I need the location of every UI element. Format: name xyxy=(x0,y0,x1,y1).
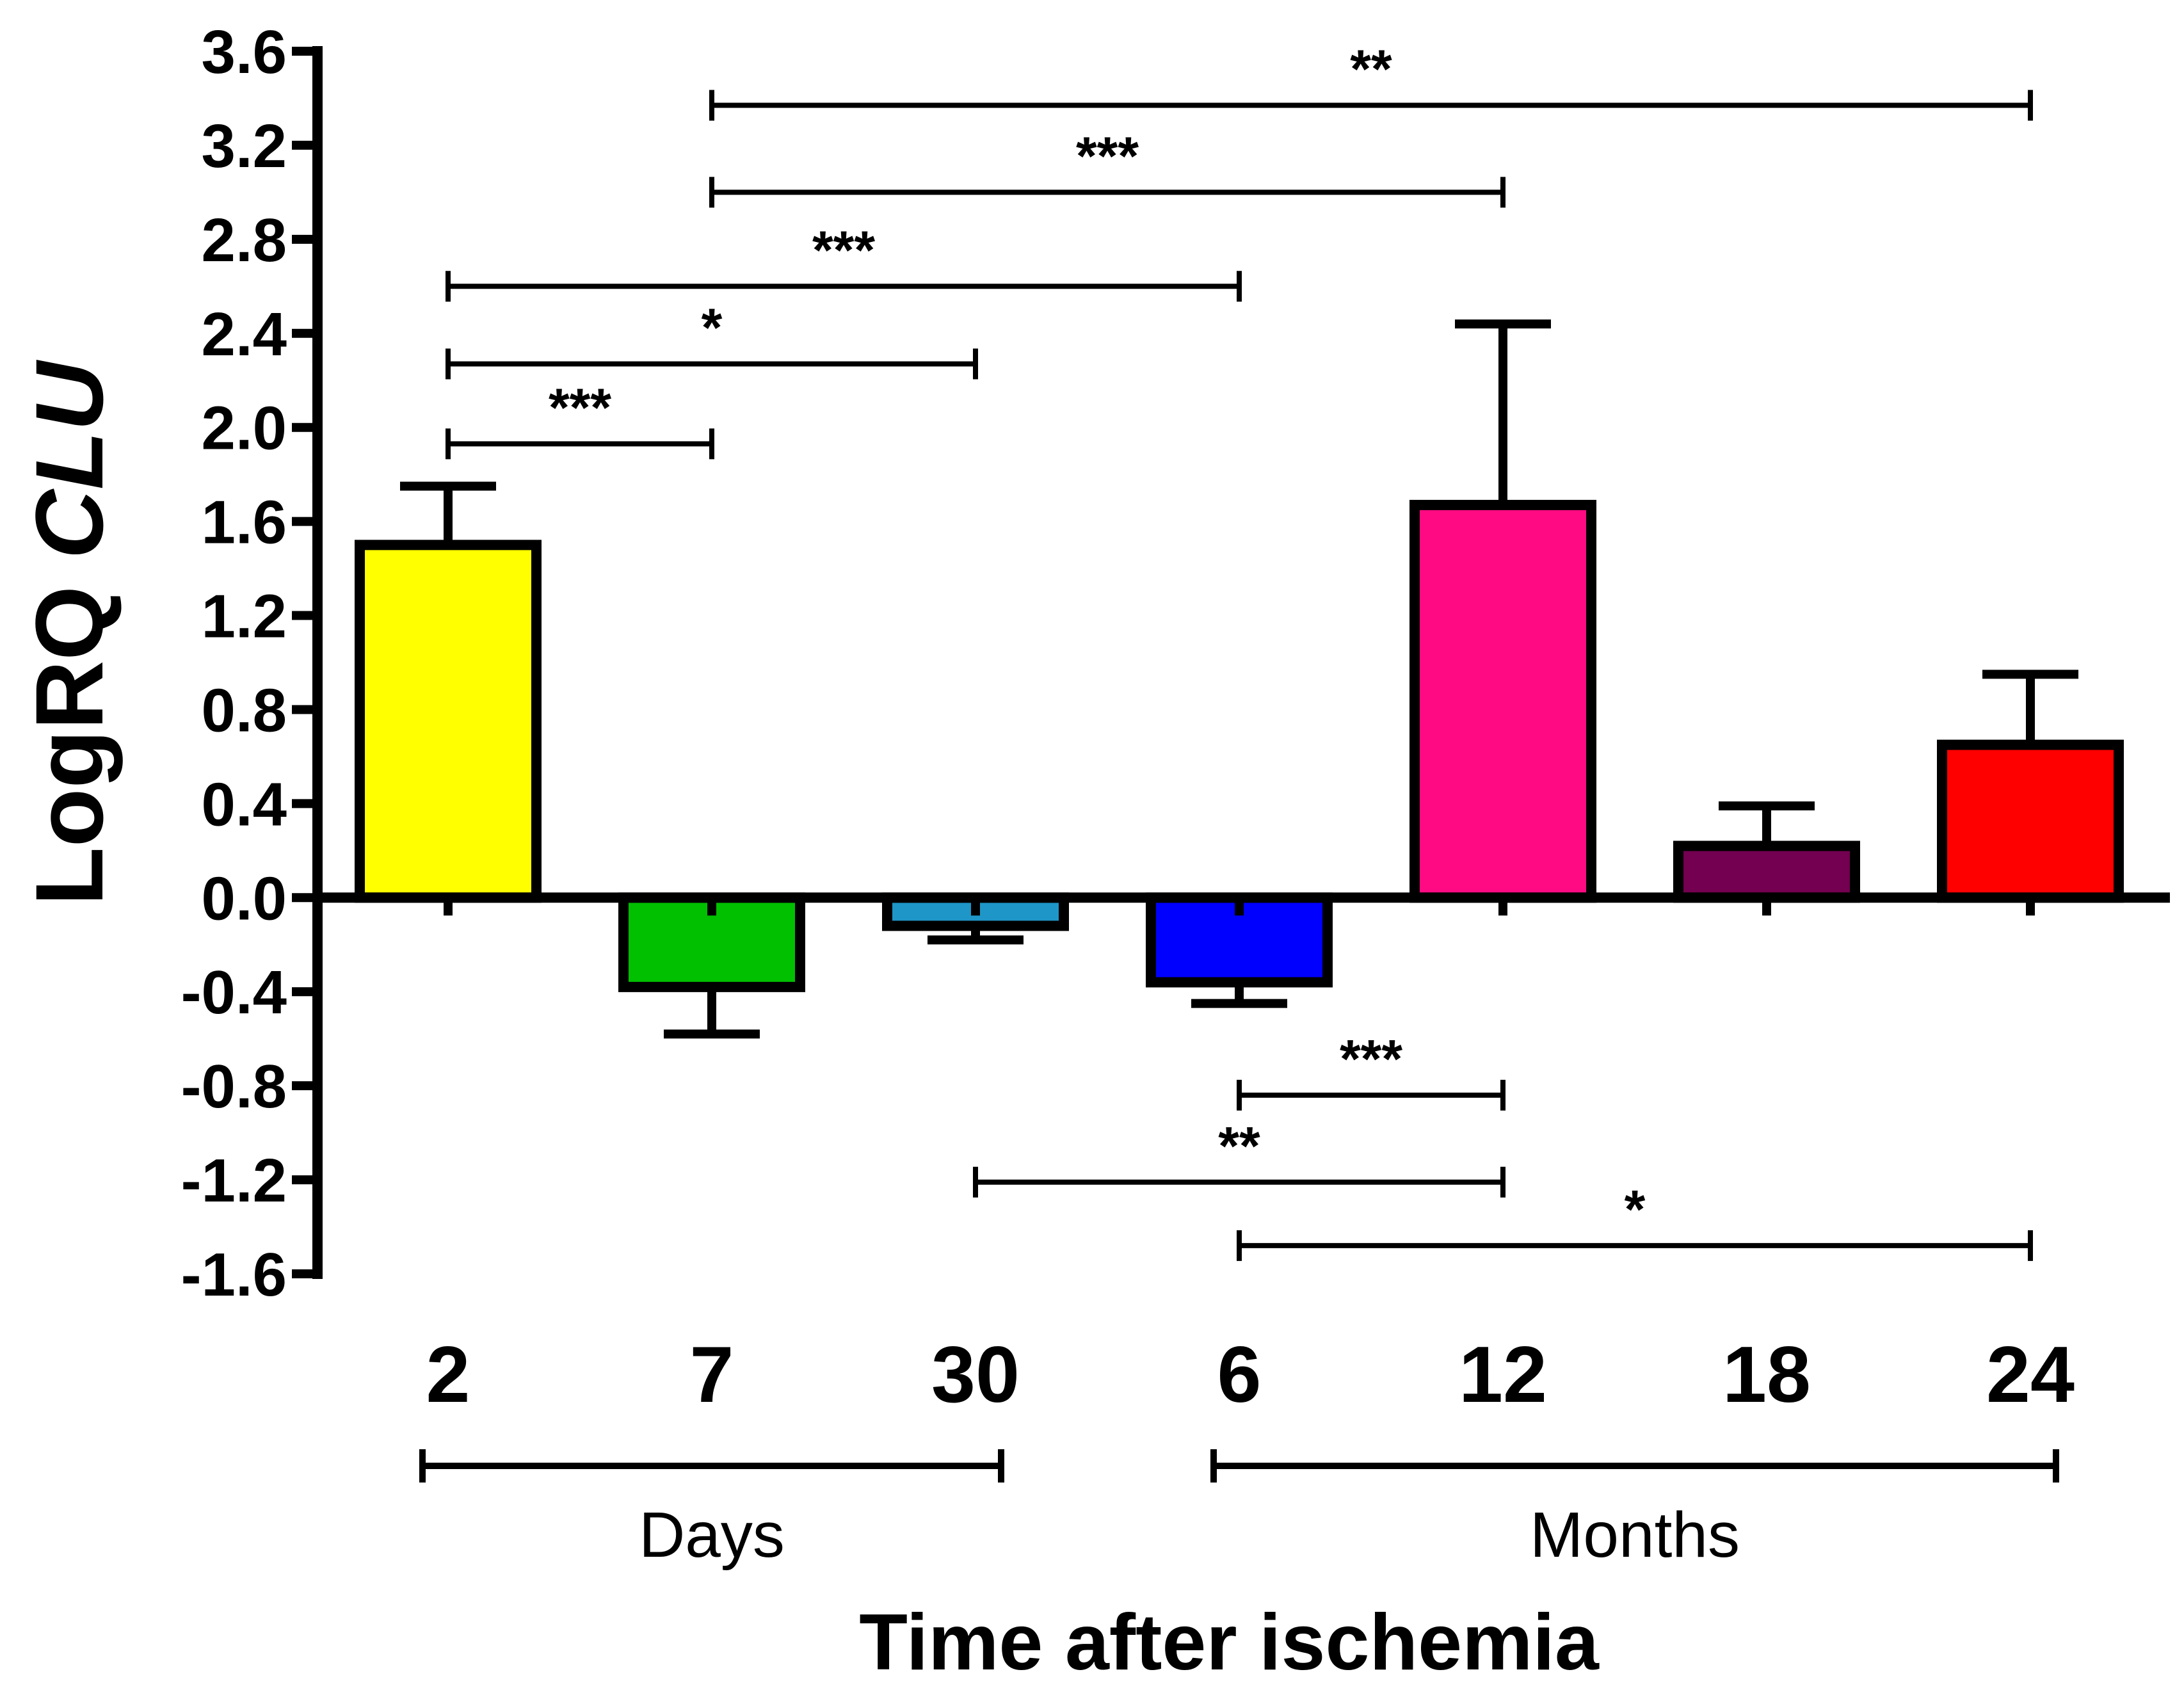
significance-label: *** xyxy=(1076,125,1139,186)
y-tick-label: -1.6 xyxy=(181,1241,287,1309)
x-tick-label-2: 2 xyxy=(426,1331,470,1419)
significance-label: *** xyxy=(812,220,875,280)
y-tick-label: 3.2 xyxy=(202,112,287,181)
y-tick-label: 1.2 xyxy=(202,583,287,651)
x-tick-label-24: 24 xyxy=(1986,1331,2075,1419)
bar-2 xyxy=(355,540,542,903)
y-tick-label: 1.6 xyxy=(202,488,287,557)
y-tick-label: 0.0 xyxy=(202,864,287,933)
y-tick-label: 0.4 xyxy=(202,770,287,839)
significance-label: *** xyxy=(1340,1029,1402,1089)
y-tick-label: -0.4 xyxy=(181,958,287,1027)
svg-text:LogRQ CLU: LogRQ CLU xyxy=(15,359,123,906)
y-tick-label: 2.0 xyxy=(202,394,287,463)
y-axis-title-gene: CLU xyxy=(15,359,123,559)
significance-label: *** xyxy=(549,377,611,437)
bar-24 xyxy=(1937,739,2124,903)
y-tick-label: 2.4 xyxy=(202,300,287,369)
y-tick-label: -1.2 xyxy=(181,1146,287,1215)
x-tick-label-6: 6 xyxy=(1217,1331,1262,1419)
x-tick-label-30: 30 xyxy=(931,1331,1020,1419)
significance-label: ** xyxy=(1218,1116,1260,1176)
x-axis-title: Time after ischemia xyxy=(859,1598,1600,1687)
y-tick-label: 3.6 xyxy=(202,18,287,86)
y-axis-title: LogRQ CLU xyxy=(15,359,123,906)
y-axis-title-prefix: LogRQ xyxy=(15,559,123,906)
x-tick-label-7: 7 xyxy=(690,1331,734,1419)
x-tick-label-18: 18 xyxy=(1722,1331,1811,1419)
y-tick-label: -0.8 xyxy=(181,1052,287,1121)
significance-label: * xyxy=(702,298,723,358)
significance-label: * xyxy=(1625,1179,1646,1239)
group-label-months: Months xyxy=(1530,1499,1740,1571)
y-tick-label: 2.8 xyxy=(202,206,287,275)
y-tick-label: 0.8 xyxy=(202,676,287,744)
bar-18 xyxy=(1673,840,1860,903)
bar-12 xyxy=(1409,499,1596,903)
x-tick-label-12: 12 xyxy=(1459,1331,1547,1419)
significance-label: ** xyxy=(1350,38,1392,99)
group-label-days: Days xyxy=(639,1499,785,1571)
